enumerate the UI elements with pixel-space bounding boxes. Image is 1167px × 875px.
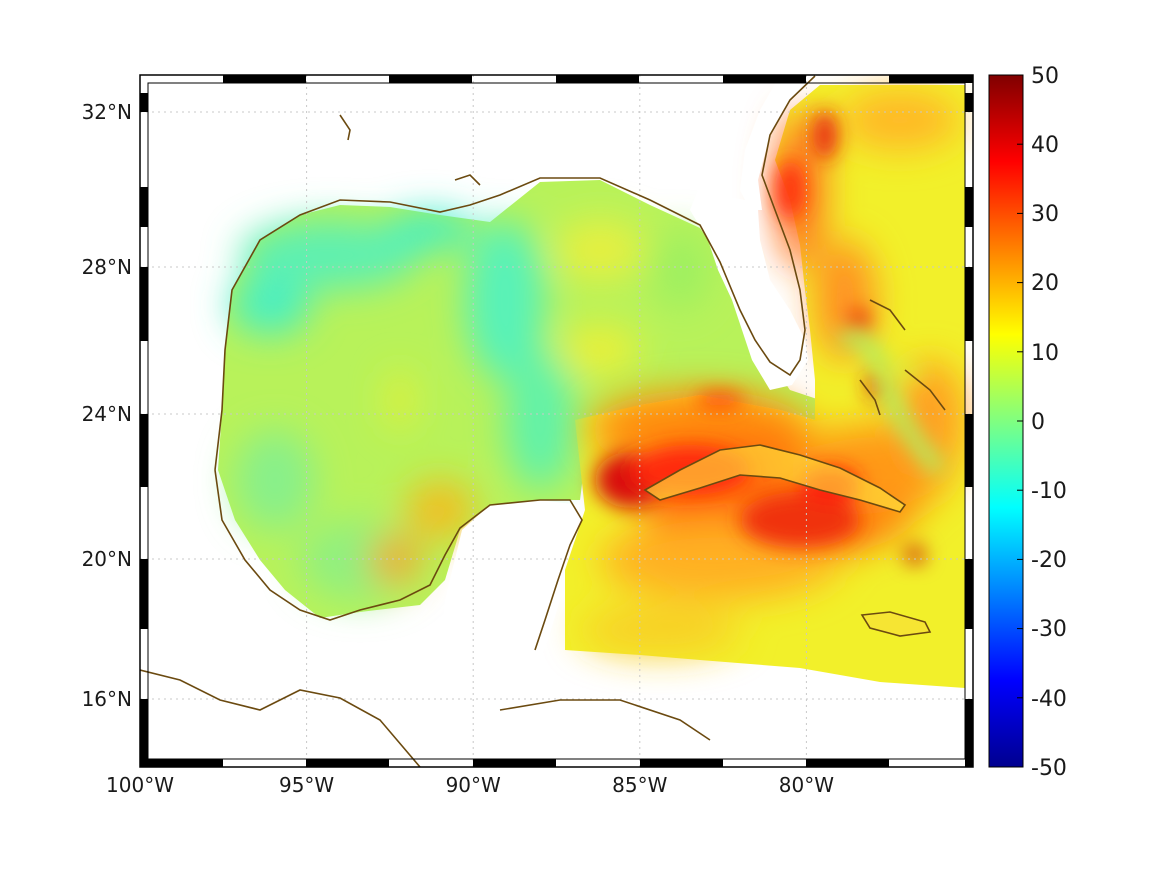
anomaly-field: [140, 75, 965, 767]
lat-tick-label: 28°N: [82, 255, 132, 279]
colorbar-tick-label: 10: [1031, 341, 1059, 366]
colorbar-tick-label: -30: [1031, 617, 1067, 642]
us-east-land: [740, 75, 815, 210]
lat-tick-label: 32°N: [82, 100, 132, 124]
lon-tick-label: 85°W: [612, 773, 667, 797]
lat-tick-label: 20°N: [82, 547, 132, 571]
lat-tick-labels: 32°N 28°N 24°N 20°N 16°N: [82, 100, 132, 711]
colorbar: 50 40 30 20 10 0 -10 -20 -30 -40 -50: [988, 64, 1067, 781]
florida-land: [690, 185, 808, 390]
lon-tick-labels: 100°W 95°W 90°W 85°W 80°W: [106, 773, 834, 797]
lon-tick-label: 90°W: [446, 773, 501, 797]
colorbar-tick-label: -20: [1031, 548, 1067, 573]
graticule: [140, 75, 973, 767]
colorbar-tick-label: 20: [1031, 271, 1059, 296]
colorbar-tick-label: -10: [1031, 479, 1067, 504]
colorbar-tick-label: 40: [1031, 133, 1059, 158]
coastline: [140, 75, 946, 767]
lon-tick-label: 100°W: [106, 773, 174, 797]
lat-tick-label: 16°N: [82, 687, 132, 711]
map-frame: [139, 74, 974, 768]
lat-tick-label: 24°N: [82, 402, 132, 426]
colorbar-tick-label: 30: [1031, 202, 1059, 227]
colorbar-tick-label: 0: [1031, 410, 1045, 435]
lon-tick-label: 80°W: [779, 773, 834, 797]
colorbar-tick-label: -40: [1031, 687, 1067, 712]
yucatan-land: [440, 500, 580, 690]
colorbar-tick-label: 50: [1031, 64, 1059, 89]
colorbar-tick-label: -50: [1031, 756, 1067, 781]
lon-tick-label: 95°W: [279, 773, 334, 797]
cuba-land: [645, 445, 905, 512]
